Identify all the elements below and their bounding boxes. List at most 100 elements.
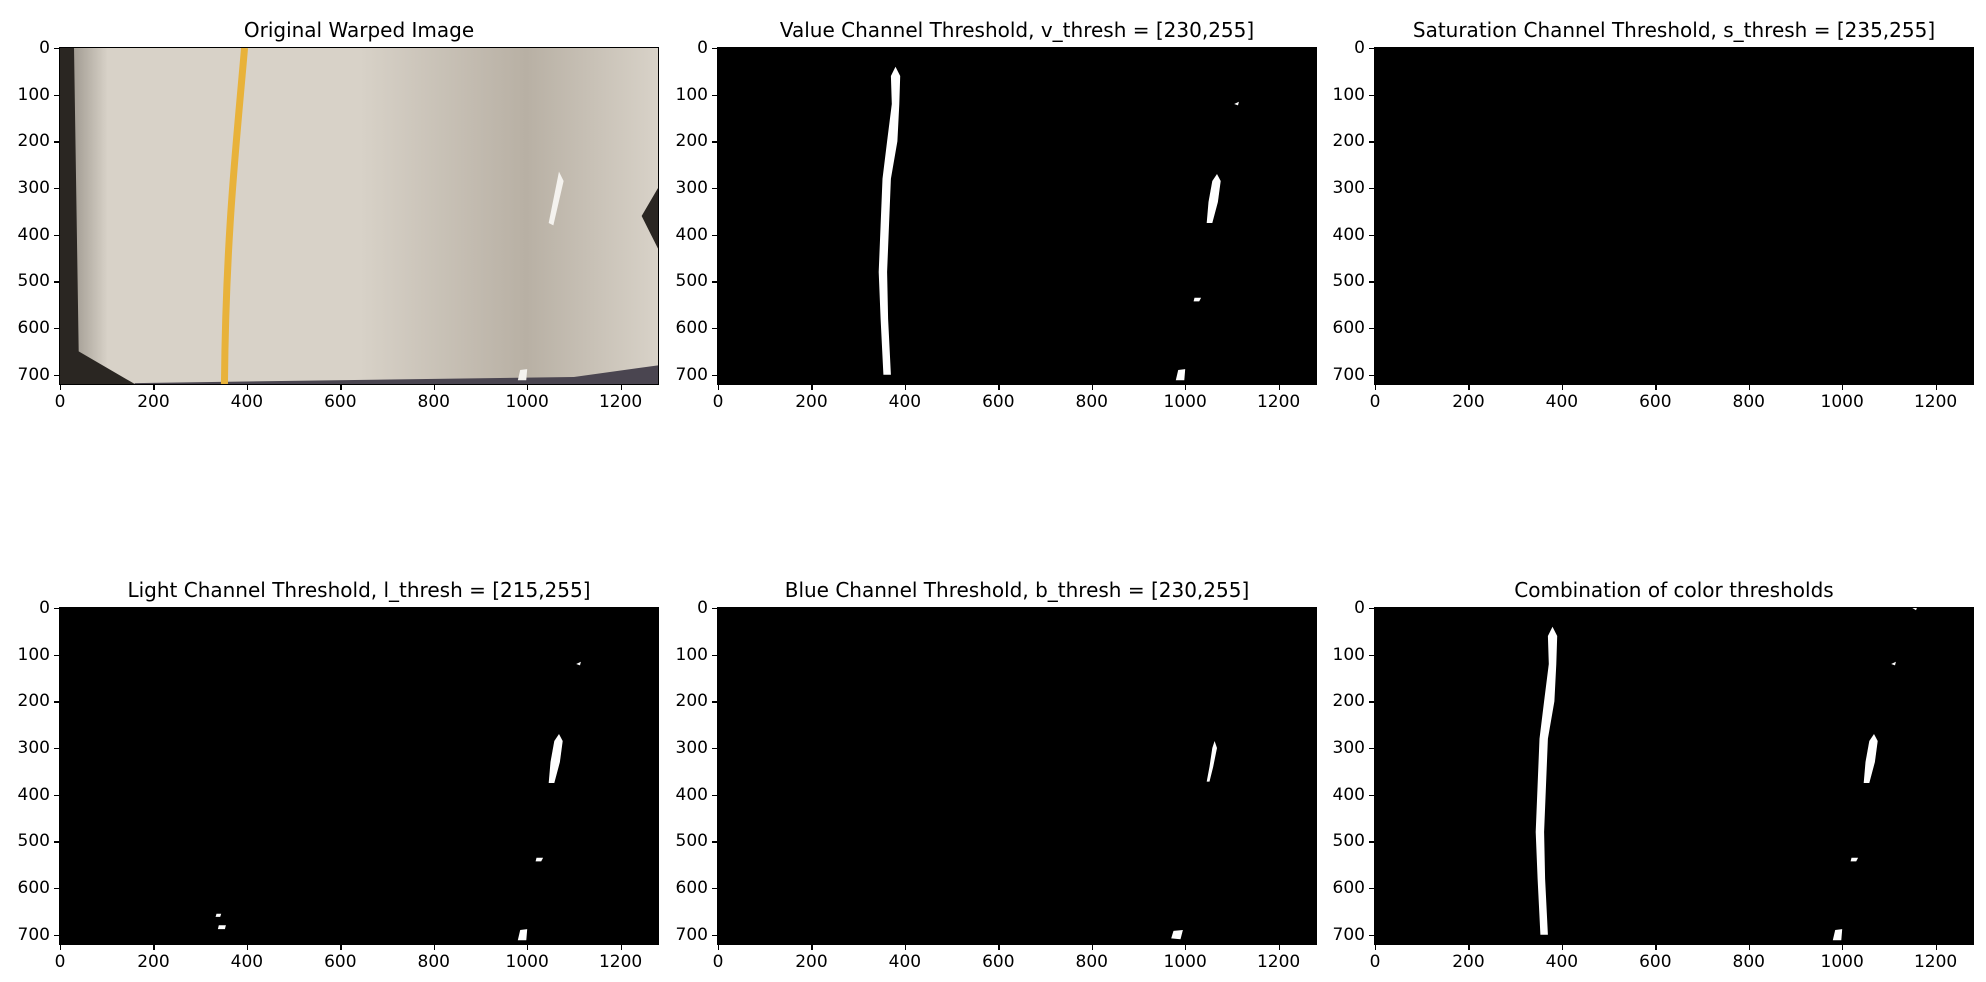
y-tick-label: 700 bbox=[1332, 364, 1365, 385]
y-tick-label: 200 bbox=[675, 131, 708, 152]
x-tick-label: 200 bbox=[795, 392, 828, 412]
x-tick-label: 800 bbox=[1732, 392, 1765, 412]
y-tick-mark bbox=[54, 141, 60, 143]
y-tick-label: 500 bbox=[1332, 271, 1365, 292]
x-tick-mark bbox=[998, 944, 1000, 950]
y-tick-mark bbox=[1369, 374, 1375, 376]
y-tick-mark bbox=[712, 701, 718, 703]
x-tick-mark bbox=[1278, 384, 1280, 390]
y-tick-label: 100 bbox=[1332, 84, 1365, 105]
lane-pixel-blob bbox=[1234, 101, 1239, 106]
y-tick-label: 400 bbox=[675, 784, 708, 805]
x-tick-mark bbox=[60, 384, 62, 390]
panel-title: Original Warped Image bbox=[243, 18, 475, 42]
x-tick-label: 800 bbox=[417, 392, 450, 412]
x-tick-mark bbox=[340, 944, 342, 950]
y-tick-label: 100 bbox=[17, 84, 50, 105]
y-tick-mark bbox=[1369, 608, 1375, 610]
y-tick-label: 100 bbox=[675, 644, 708, 665]
x-tick-mark bbox=[718, 944, 720, 950]
lane-pixel-blob bbox=[1206, 741, 1217, 782]
y-tick-label: 300 bbox=[675, 738, 708, 758]
x-tick-label: 600 bbox=[1639, 392, 1672, 412]
y-tick-label: 100 bbox=[17, 644, 50, 665]
y-tick-mark bbox=[712, 188, 718, 190]
y-tick-label: 300 bbox=[17, 178, 50, 198]
x-tick-label: 800 bbox=[1075, 392, 1108, 412]
x-tick-label: 200 bbox=[1452, 952, 1485, 972]
y-tick-label: 0 bbox=[1354, 598, 1365, 618]
y-tick-mark bbox=[1369, 841, 1375, 843]
y-tick-label: 200 bbox=[1332, 691, 1365, 712]
y-tick-label: 200 bbox=[17, 131, 50, 152]
lane-pixel-blob bbox=[215, 913, 222, 917]
x-tick-label: 1000 bbox=[1820, 392, 1864, 412]
y-tick-mark bbox=[1369, 141, 1375, 143]
y-tick-mark bbox=[1369, 94, 1375, 96]
y-tick-mark bbox=[1369, 234, 1375, 236]
x-tick-mark bbox=[1842, 944, 1844, 950]
y-tick-mark bbox=[1369, 934, 1375, 936]
x-tick-label: 400 bbox=[230, 392, 264, 412]
x-tick-mark bbox=[718, 384, 720, 390]
x-tick-mark bbox=[153, 944, 155, 950]
x-tick-label: 600 bbox=[324, 952, 357, 972]
x-tick-label: 200 bbox=[137, 392, 170, 412]
x-tick-mark bbox=[1935, 944, 1937, 950]
y-tick-label: 600 bbox=[17, 878, 50, 898]
image-canvas bbox=[215, 661, 581, 941]
y-tick-mark bbox=[712, 934, 718, 936]
y-tick-mark bbox=[1369, 48, 1375, 50]
x-tick-label: 0 bbox=[712, 952, 724, 972]
y-tick-label: 400 bbox=[1332, 224, 1365, 245]
y-tick-label: 700 bbox=[17, 924, 50, 945]
y-tick-label: 0 bbox=[697, 598, 708, 618]
y-tick-label: 300 bbox=[1332, 738, 1365, 758]
white-lane-dash bbox=[548, 171, 564, 226]
x-tick-mark bbox=[433, 944, 435, 950]
x-tick-label: 1200 bbox=[1256, 392, 1301, 412]
y-tick-label: 0 bbox=[1354, 38, 1365, 58]
x-tick-label: 0 bbox=[54, 392, 66, 412]
lane-pixel-blob bbox=[517, 929, 528, 941]
y-tick-label: 500 bbox=[17, 831, 50, 852]
x-tick-mark bbox=[811, 384, 813, 390]
lane-pixel-blob bbox=[548, 734, 563, 783]
y-tick-mark bbox=[54, 48, 60, 50]
y-tick-label: 200 bbox=[675, 691, 708, 712]
x-tick-label: 400 bbox=[230, 952, 264, 972]
x-tick-mark bbox=[527, 944, 529, 950]
x-tick-label: 200 bbox=[1452, 392, 1485, 412]
lane-pixel-blob bbox=[1535, 626, 1558, 935]
x-tick-mark bbox=[1185, 384, 1187, 390]
x-tick-mark bbox=[998, 384, 1000, 390]
image-axes bbox=[717, 47, 1317, 385]
x-tick-mark bbox=[1748, 944, 1750, 950]
y-tick-mark bbox=[712, 794, 718, 796]
x-tick-mark bbox=[1091, 384, 1093, 390]
x-tick-label: 600 bbox=[982, 392, 1015, 412]
x-tick-label: 600 bbox=[1639, 952, 1672, 972]
y-tick-mark bbox=[54, 94, 60, 96]
y-tick-mark bbox=[1369, 794, 1375, 796]
lane-pixel-blob bbox=[1850, 857, 1859, 862]
x-tick-mark bbox=[1935, 384, 1937, 390]
y-tick-mark bbox=[54, 841, 60, 843]
y-tick-label: 600 bbox=[675, 318, 708, 338]
x-tick-mark bbox=[1561, 944, 1564, 950]
x-tick-label: 1000 bbox=[1163, 952, 1207, 972]
road-surface bbox=[60, 48, 658, 384]
x-tick-label: 800 bbox=[417, 952, 450, 972]
y-tick-label: 500 bbox=[17, 271, 50, 292]
lane-pixel-blob bbox=[1171, 930, 1183, 940]
x-tick-mark bbox=[620, 384, 622, 390]
y-tick-mark bbox=[54, 188, 60, 190]
x-tick-label: 1200 bbox=[598, 952, 643, 972]
y-tick-label: 100 bbox=[1332, 644, 1365, 665]
y-tick-label: 200 bbox=[1332, 131, 1365, 152]
x-tick-mark bbox=[1375, 384, 1377, 390]
y-tick-label: 700 bbox=[675, 924, 708, 945]
x-tick-label: 1200 bbox=[598, 392, 643, 412]
road-edge-left bbox=[60, 48, 135, 384]
y-tick-mark bbox=[712, 141, 718, 143]
